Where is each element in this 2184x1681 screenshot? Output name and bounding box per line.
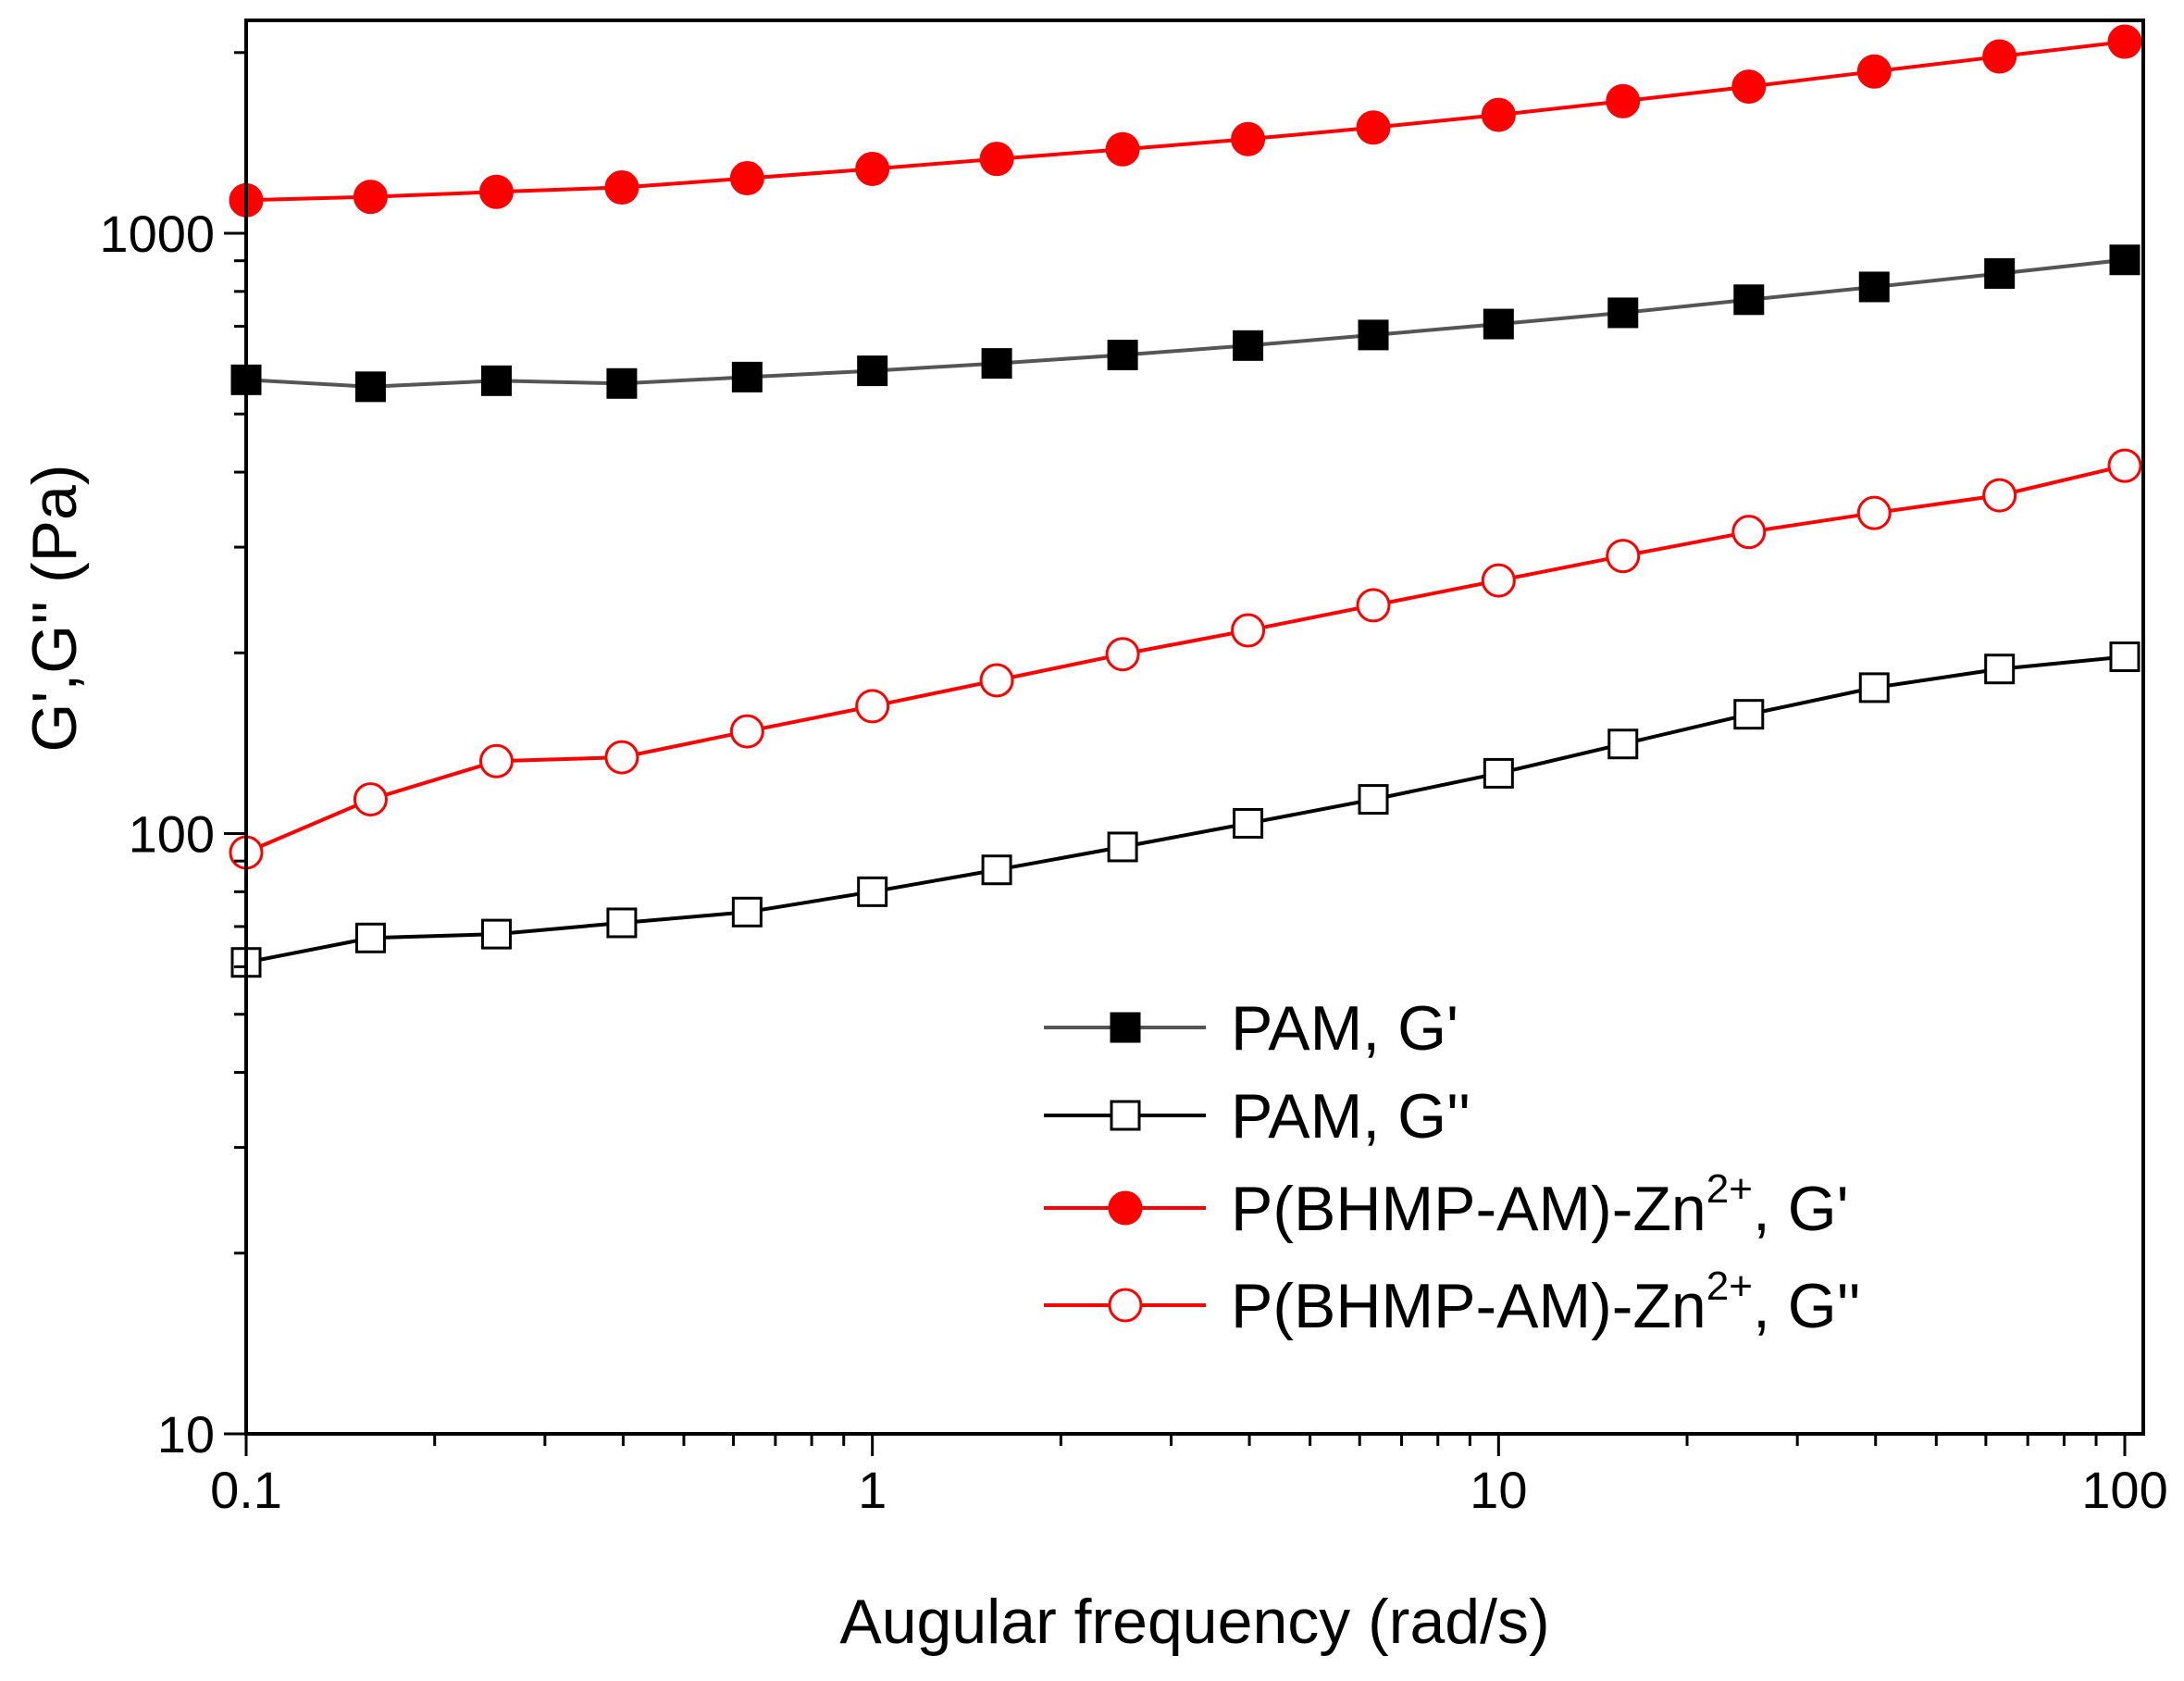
data-point-square — [354, 922, 386, 953]
legend-label: PAM, G' — [1231, 993, 1458, 1064]
series-1 — [230, 641, 2141, 978]
data-point-square — [480, 918, 512, 950]
data-point-circle — [1856, 54, 1892, 89]
plot-layer — [229, 24, 2142, 978]
data-point-square — [1858, 672, 1890, 704]
data-point-square — [1483, 308, 1514, 340]
data-point-circle — [1356, 110, 1391, 145]
series-line — [245, 654, 2126, 965]
legend-marker — [1108, 1288, 1143, 1323]
data-point-square — [354, 371, 386, 403]
data-point-square — [1107, 831, 1138, 863]
legend-marker — [1110, 1012, 1141, 1043]
data-point-square — [606, 367, 638, 399]
plot-frame — [244, 19, 2145, 1436]
data-point-circle — [353, 180, 388, 215]
data-point-circle — [855, 689, 890, 724]
data-point-circle — [1231, 121, 1266, 156]
data-point-circle — [855, 151, 890, 186]
data-point-circle — [2107, 448, 2142, 483]
data-point-circle — [1731, 515, 1767, 550]
data-point-square — [1858, 271, 1890, 303]
x-axis-title: Augular frequency (rad/s) — [839, 1587, 1549, 1657]
data-point-square — [1607, 297, 1639, 329]
data-point-square — [1984, 257, 2016, 289]
legend-item: P(BHMP-AM)-Zn2+, G'' — [1044, 1264, 1861, 1341]
data-point-circle — [1982, 478, 2017, 513]
legend-item: P(BHMP-AM)-Zn2+, G' — [1044, 1166, 1849, 1244]
data-point-square — [1607, 728, 1639, 760]
data-point-circle — [1105, 637, 1140, 672]
data-point-square — [2109, 244, 2141, 276]
series-line — [245, 40, 2126, 203]
legend: PAM, G' PAM, G'' P(BHMP-AM)-Zn2+, G' P(BHMP… — [1044, 993, 1861, 1341]
series-line — [245, 257, 2126, 389]
data-point-circle — [353, 782, 388, 817]
data-point-circle — [1481, 97, 1516, 132]
data-point-circle — [1356, 588, 1391, 623]
data-point-circle — [1105, 131, 1140, 167]
legend-marker — [1108, 1190, 1143, 1226]
data-point-circle — [1856, 495, 1892, 530]
x-tick-label: 1 — [858, 1461, 887, 1519]
legend-item: PAM, G'' — [1044, 1081, 1470, 1152]
data-point-square — [1358, 784, 1389, 816]
data-point-circle — [478, 174, 514, 209]
data-point-circle — [604, 740, 639, 775]
data-point-square — [981, 854, 1012, 886]
data-point-square — [731, 896, 763, 928]
data-point-square — [480, 365, 512, 396]
data-point-circle — [1481, 563, 1516, 598]
data-point-circle — [1606, 83, 1641, 118]
y-tick-label: 10 — [157, 1405, 215, 1463]
data-point-square — [2109, 641, 2141, 673]
legend-label: P(BHMP-AM)-Zn2+, G' — [1231, 1166, 1849, 1244]
legend-marker — [1110, 1100, 1141, 1131]
data-point-circle — [979, 663, 1014, 698]
y-tick-label: 100 — [129, 805, 215, 864]
x-tick-label: 0.1 — [210, 1461, 282, 1519]
data-point-circle — [478, 743, 514, 778]
data-point-square — [1233, 330, 1264, 361]
data-point-circle — [729, 161, 764, 196]
data-point-square — [731, 361, 763, 392]
legend-item: PAM, G' — [1044, 993, 1458, 1064]
data-point-square — [857, 355, 888, 387]
data-point-square — [981, 348, 1012, 380]
data-point-circle — [1606, 539, 1641, 574]
data-point-circle — [1231, 613, 1266, 648]
data-point-square — [1233, 807, 1264, 839]
data-point-square — [857, 876, 888, 907]
data-point-square — [1733, 284, 1765, 316]
data-point-circle — [729, 714, 764, 749]
data-point-square — [1107, 339, 1138, 370]
data-point-square — [1358, 319, 1389, 351]
data-point-circle — [604, 170, 639, 205]
series-0 — [230, 244, 2141, 403]
y-axis-title: G',G'' (Pa) — [19, 465, 90, 753]
data-point-circle — [1731, 69, 1767, 105]
x-tick-label: 10 — [1470, 1461, 1527, 1519]
data-point-circle — [1982, 39, 2017, 74]
series-line — [245, 464, 2126, 854]
axes-layer: 0.1 1 10 100 10 100 1000 — [99, 19, 2168, 1519]
data-point-square — [1733, 699, 1765, 730]
data-point-square — [1984, 654, 2016, 685]
legend-label: PAM, G'' — [1231, 1081, 1470, 1152]
x-tick-label: 100 — [2081, 1461, 2167, 1519]
data-point-circle — [979, 142, 1014, 177]
legend-label: P(BHMP-AM)-Zn2+, G'' — [1231, 1264, 1861, 1341]
series-2 — [229, 24, 2142, 218]
data-point-square — [1483, 757, 1514, 789]
y-tick-label: 1000 — [99, 205, 215, 263]
data-point-circle — [2107, 24, 2142, 59]
data-point-square — [606, 907, 638, 939]
series-3 — [229, 448, 2142, 870]
